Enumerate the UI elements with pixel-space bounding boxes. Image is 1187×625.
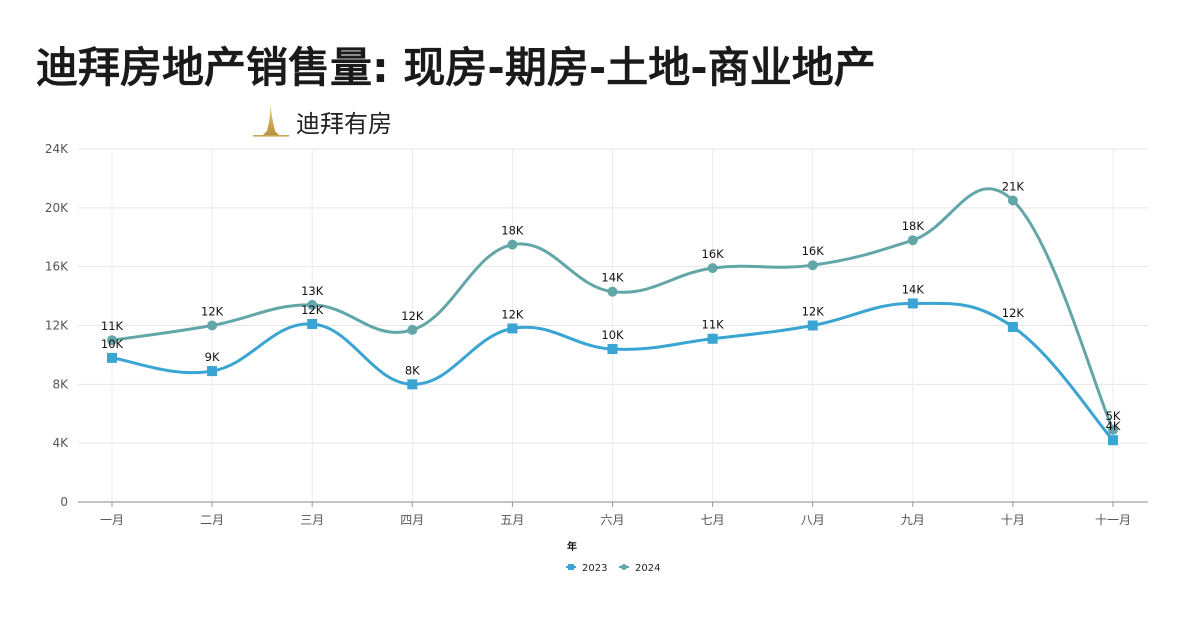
data-label-2024: 18K bbox=[501, 224, 524, 238]
x-tick-label: 一月 bbox=[100, 513, 124, 527]
data-point-2023 bbox=[1108, 435, 1118, 446]
x-tick-label: 八月 bbox=[801, 513, 825, 527]
data-point-2023 bbox=[707, 333, 718, 344]
data-point-2024 bbox=[807, 260, 818, 271]
chart-title: 迪拜房地产销售量: 现房-期房-土地-商业地产 bbox=[36, 43, 876, 92]
data-labels: 10K 9K 12K 8K 12K 10K 11K 12K 14K 12K 4K 11K 12K 13K 1… bbox=[101, 179, 1121, 433]
data-point-2023 bbox=[507, 323, 518, 334]
data-label-2024: 13K bbox=[301, 284, 324, 298]
data-label-2023: 8K bbox=[405, 363, 420, 377]
y-tick-label: 4K bbox=[52, 436, 69, 450]
y-tick-label: 0 bbox=[60, 495, 68, 509]
x-tick-label: 十月 bbox=[1001, 513, 1025, 527]
data-label-2023: 14K bbox=[902, 282, 925, 296]
x-tick-label: 三月 bbox=[300, 513, 324, 527]
x-tick-label: 十一月 bbox=[1095, 513, 1131, 527]
data-point-2023 bbox=[307, 319, 318, 330]
data-point-2024 bbox=[307, 299, 318, 310]
data-label-2023: 10K bbox=[101, 337, 124, 351]
legend: 2023 2024 bbox=[566, 563, 660, 574]
y-tick-label: 24K bbox=[45, 142, 69, 156]
brand-name: 迪拜有房 bbox=[296, 109, 392, 138]
data-label-2024: 18K bbox=[902, 219, 925, 233]
data-point-2023 bbox=[907, 298, 918, 309]
data-label-2024: 16K bbox=[802, 244, 825, 258]
x-tick-label: 四月 bbox=[400, 513, 424, 527]
data-point-2024 bbox=[907, 235, 918, 246]
data-point-2024 bbox=[507, 239, 518, 250]
x-axis-title: 年 bbox=[567, 540, 577, 553]
data-label-2024: 12K bbox=[401, 309, 424, 323]
legend-label-2024: 2024 bbox=[635, 563, 660, 574]
legend-marker-2023 bbox=[568, 564, 574, 570]
y-tick-label: 20K bbox=[45, 201, 69, 215]
data-point-2023 bbox=[607, 344, 618, 355]
data-label-2024: 11K bbox=[101, 319, 124, 333]
x-tick-label: 六月 bbox=[600, 513, 624, 527]
legend-marker-2024 bbox=[621, 564, 627, 570]
data-point-2024 bbox=[1108, 424, 1118, 435]
data-label-2023: 12K bbox=[1002, 306, 1025, 320]
data-label-2024: 12K bbox=[201, 305, 224, 319]
data-label-2023: 11K bbox=[702, 318, 725, 332]
y-tick-label: 16K bbox=[45, 260, 69, 274]
data-label-2023: 12K bbox=[802, 305, 825, 319]
series-layer bbox=[107, 187, 1118, 446]
axes: 0 4K 8K 12K 16K 20K 24K 一月 二月 三月 四月 五月 六月 七月 八月 九月 十月 十一月 bbox=[45, 142, 1148, 527]
data-point-2023 bbox=[407, 379, 418, 390]
data-point-2024 bbox=[707, 263, 718, 274]
burj-khalifa-icon bbox=[253, 105, 289, 137]
brand-logo: 迪拜有房 bbox=[252, 104, 392, 138]
data-label-2024: 5K bbox=[1106, 409, 1121, 423]
data-label-2023: 9K bbox=[205, 350, 220, 364]
data-label-2023: 4K bbox=[1106, 419, 1121, 433]
legend-label-2023: 2023 bbox=[582, 563, 607, 574]
series-line-2024 bbox=[110, 187, 1115, 432]
data-label-2023: 12K bbox=[501, 307, 524, 321]
x-tick-label: 七月 bbox=[701, 513, 725, 527]
data-label-2024: 16K bbox=[702, 247, 725, 261]
data-point-2023 bbox=[207, 366, 218, 377]
data-point-2024 bbox=[207, 320, 218, 331]
data-point-2024 bbox=[107, 335, 117, 346]
x-tick-label: 九月 bbox=[901, 513, 925, 527]
data-point-2023 bbox=[807, 320, 818, 331]
data-label-2023: 10K bbox=[601, 328, 624, 342]
x-tick-label: 二月 bbox=[200, 513, 224, 527]
y-tick-label: 12K bbox=[45, 319, 69, 333]
data-label-2023: 12K bbox=[301, 303, 324, 317]
data-point-2024 bbox=[407, 324, 418, 335]
data-label-2024: 14K bbox=[601, 271, 624, 285]
grid-lines bbox=[78, 148, 1148, 502]
y-tick-label: 8K bbox=[52, 377, 69, 391]
x-tick-label: 五月 bbox=[500, 513, 524, 527]
data-point-2024 bbox=[607, 286, 618, 297]
data-point-2023 bbox=[107, 352, 117, 363]
data-point-2024 bbox=[1007, 195, 1018, 206]
data-point-2023 bbox=[1007, 321, 1018, 332]
data-label-2024: 21K bbox=[1002, 179, 1025, 193]
